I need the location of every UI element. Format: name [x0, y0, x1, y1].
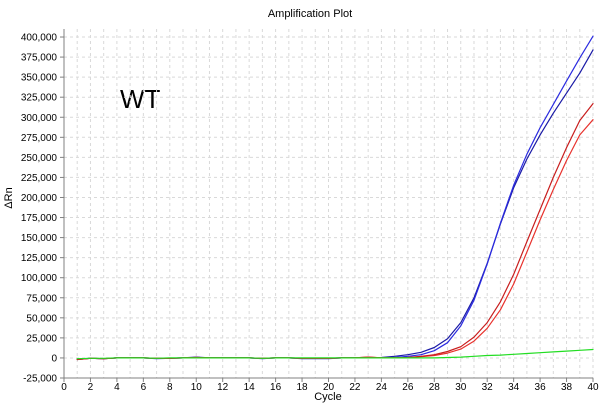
y-tick-label: 275,000 — [21, 133, 58, 144]
y-tick-label: 250,000 — [21, 153, 58, 164]
x-tick-label: 0 — [61, 382, 67, 393]
x-tick-label: 38 — [561, 382, 573, 393]
x-tick-label: 12 — [217, 382, 229, 393]
x-tick-label: 26 — [402, 382, 414, 393]
y-tick-label: 0 — [51, 353, 57, 364]
y-tick-label: 325,000 — [21, 93, 58, 104]
y-tick-label: 350,000 — [21, 73, 58, 84]
grid-lines — [63, 29, 594, 379]
x-tick-label: 36 — [535, 382, 547, 393]
x-tick-label: 28 — [429, 382, 441, 393]
y-tick-label: 25,000 — [26, 333, 57, 344]
chart-title: Amplification Plot — [268, 8, 352, 20]
x-axis-title: Cycle — [314, 391, 342, 403]
x-tick-label: 10 — [191, 382, 203, 393]
x-tick-label: 16 — [270, 382, 282, 393]
y-tick-label: 375,000 — [21, 53, 58, 64]
y-axis-title: ΔRn — [3, 187, 15, 208]
series-line-3 — [76, 119, 594, 361]
y-tick-label: 125,000 — [21, 253, 58, 264]
y-tick-label: 225,000 — [21, 173, 58, 184]
y-tick-label: 100,000 — [21, 273, 58, 284]
y-tick-label: 50,000 — [26, 313, 57, 324]
y-tick-label: 200,000 — [21, 193, 58, 204]
x-tick-label: 24 — [376, 382, 388, 393]
x-tick-label: 20 — [323, 382, 335, 393]
x-tick-label: 18 — [296, 382, 308, 393]
x-tick-label: 22 — [349, 382, 361, 393]
x-tick-label: 40 — [587, 382, 599, 393]
annotation-label: WT — [120, 84, 161, 114]
y-tick-label: 150,000 — [21, 233, 58, 244]
x-tick-label: 14 — [244, 382, 256, 393]
y-tick-label: 75,000 — [26, 293, 57, 304]
y-tick-label: 400,000 — [21, 33, 58, 44]
x-tick-label: 30 — [455, 382, 467, 393]
x-tick-label: 34 — [508, 382, 520, 393]
x-tick-label: 2 — [88, 382, 94, 393]
series-group — [76, 35, 594, 361]
x-tick-label: 8 — [167, 382, 173, 393]
series-line-4 — [76, 102, 594, 361]
x-tick-label: 32 — [482, 382, 494, 393]
y-tick-label: -25,000 — [23, 374, 57, 385]
x-tick-label: 6 — [141, 382, 147, 393]
x-axis-ticks: 0 2 4 6 8 10 12 14 16 18 20 22 24 26 28 30 32 34 36 38 40 — [61, 378, 599, 393]
y-tick-label: 175,000 — [21, 213, 58, 224]
series-line-5 — [76, 348, 594, 360]
y-axis-ticks: -25,000 0 25,000 50,000 75,000 100,000 125,000… — [21, 33, 64, 385]
x-tick-label: 4 — [114, 382, 120, 393]
y-tick-label: 300,000 — [21, 113, 58, 124]
